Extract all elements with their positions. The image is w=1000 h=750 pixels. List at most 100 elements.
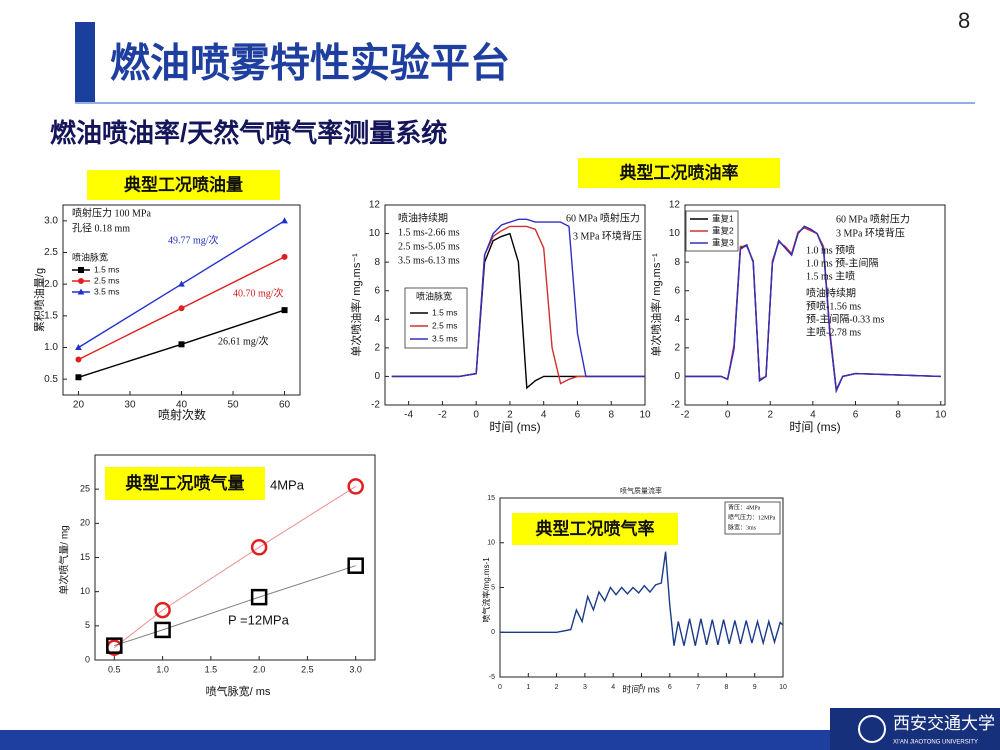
x-axis-label: 喷气脉宽/ ms (206, 684, 271, 698)
y-tick-label: 12 (669, 200, 681, 211)
data-point (178, 341, 185, 348)
annotation: 3 MPa 环境背压 (836, 226, 905, 239)
footer-band (0, 730, 1000, 750)
x-tick-label: 2 (767, 410, 773, 421)
x-tick-label: 0 (725, 410, 731, 421)
y-tick-label: 12 (369, 200, 381, 211)
title-banner (105, 467, 265, 500)
data-point (106, 637, 123, 654)
title-banner (512, 513, 678, 545)
legend-box (404, 287, 468, 349)
x-tick-label: 8 (895, 410, 901, 421)
data-point (178, 280, 185, 287)
chart-caption: 喷气质量流率 (620, 486, 662, 495)
y-tick-label: 20 (80, 518, 90, 528)
x-tick-label: 60 (279, 400, 291, 411)
annotation: 背压：4MPa (728, 503, 761, 511)
x-tick-label: 2.5 (301, 664, 314, 674)
annotation: 60 MPa 喷射压力 (566, 211, 640, 224)
y-tick-label: 0 (374, 371, 380, 382)
data-point (75, 343, 82, 350)
data-point (281, 217, 288, 224)
annotation-box (724, 501, 781, 535)
x-tick-label: -2 (681, 410, 690, 421)
slide-subtitle: 燃油喷油率/天然气喷气率测量系统 (50, 118, 447, 148)
annotation: 3 MPa 环境背压 (573, 229, 642, 242)
annotation: 60 MPa 喷射压力 (836, 212, 910, 225)
legend-label: 1.5 ms (94, 264, 120, 274)
x-tick-label: 10 (639, 410, 651, 421)
annotation: 预喷-1.56 ms (806, 300, 861, 312)
legend-label: 重复3 (712, 237, 734, 247)
x-tick-label: 3 (583, 684, 587, 691)
annotation: 孔径 0.18 mm (72, 221, 130, 234)
x-tick-label: 7 (696, 684, 700, 691)
x-tick-label: 1 (526, 684, 530, 691)
x-tick-label: -4 (404, 410, 413, 421)
data-line (114, 565, 356, 647)
y-tick-label: 0 (491, 629, 495, 636)
title-banner (578, 158, 780, 188)
y-tick-label: 2 (674, 342, 680, 353)
y-tick-label: 2 (374, 342, 380, 353)
annotation: 喷射压力 100 MPa (72, 206, 151, 219)
x-axis-label: 时间 (ms) (789, 420, 840, 434)
x-tick-label: 20 (73, 400, 85, 411)
data-point (178, 305, 185, 312)
y-tick-label: 3.0 (44, 215, 58, 226)
legend-marker (77, 288, 85, 295)
y-tick-label: 10 (669, 228, 681, 239)
legend-label: P =12MPa (228, 612, 290, 627)
x-tick-label: 6 (575, 410, 581, 421)
x-tick-label: 0 (498, 684, 502, 691)
y-tick-label: 2.5 (44, 247, 58, 258)
y-tick-label: 6 (674, 285, 680, 296)
legend-marker (78, 278, 84, 284)
x-tick-label: 2 (507, 410, 513, 421)
y-tick-label: 1.5 (44, 310, 58, 321)
y-tick-label: 1.0 (44, 342, 58, 353)
x-tick-label: 3.0 (349, 664, 362, 674)
data-line (500, 551, 784, 646)
annotation: 1.5 ms 主喷 (806, 270, 855, 282)
x-tick-label: 9 (753, 684, 757, 691)
y-axis-label: 单次喷油率/ mg.ms⁻¹ (349, 253, 363, 357)
data-point (347, 478, 364, 495)
x-axis-label: 时间 / ms (622, 683, 660, 694)
annotation: 主喷-2.78 ms (806, 326, 861, 338)
x-tick-label: 0 (473, 410, 479, 421)
data-point (154, 621, 171, 639)
y-tick-label: 0 (85, 654, 90, 664)
legend-title: 喷油脉宽 (72, 251, 108, 262)
y-tick-label: 2.0 (44, 279, 58, 290)
annotation: 1.5 ms-2.66 ms (398, 227, 460, 238)
x-tick-label: 8 (724, 684, 728, 691)
chart-title: 典型工况喷油率 (620, 162, 739, 182)
x-tick-label: 4 (810, 410, 816, 421)
x-tick-label: 4 (541, 410, 547, 421)
data-line (685, 225, 941, 394)
chart-title: 典型工况喷气量 (126, 473, 245, 493)
data-line (391, 218, 645, 378)
x-tick-label: 2 (555, 684, 559, 691)
x-tick-label: 5 (640, 684, 644, 691)
data-line (113, 485, 356, 649)
plot-frame (684, 204, 946, 406)
y-tick-label: 25 (80, 484, 90, 494)
y-tick-label: 10 (369, 228, 381, 239)
x-tick-label: 6 (853, 410, 859, 421)
slide-title: 燃油喷雾特性实验平台 (110, 42, 510, 86)
page-number: 8 (958, 8, 970, 33)
x-tick-label: -2 (438, 410, 447, 421)
y-tick-label: 6 (374, 285, 380, 296)
legend-label: 重复1 (712, 213, 734, 223)
data-point (347, 557, 364, 574)
annotation: 脉宽：3ms (728, 523, 757, 531)
y-tick-label: 0 (674, 371, 680, 382)
annotation: 2.5 ms-5.05 ms (398, 241, 460, 252)
annotation: 喷油持续期 (398, 211, 448, 224)
legend-label: 1.5 ms (432, 307, 458, 317)
x-tick-label: 2.0 (253, 664, 266, 674)
logo-text-en: XI'AN JIAOTONG UNIVERSITY (893, 740, 978, 746)
